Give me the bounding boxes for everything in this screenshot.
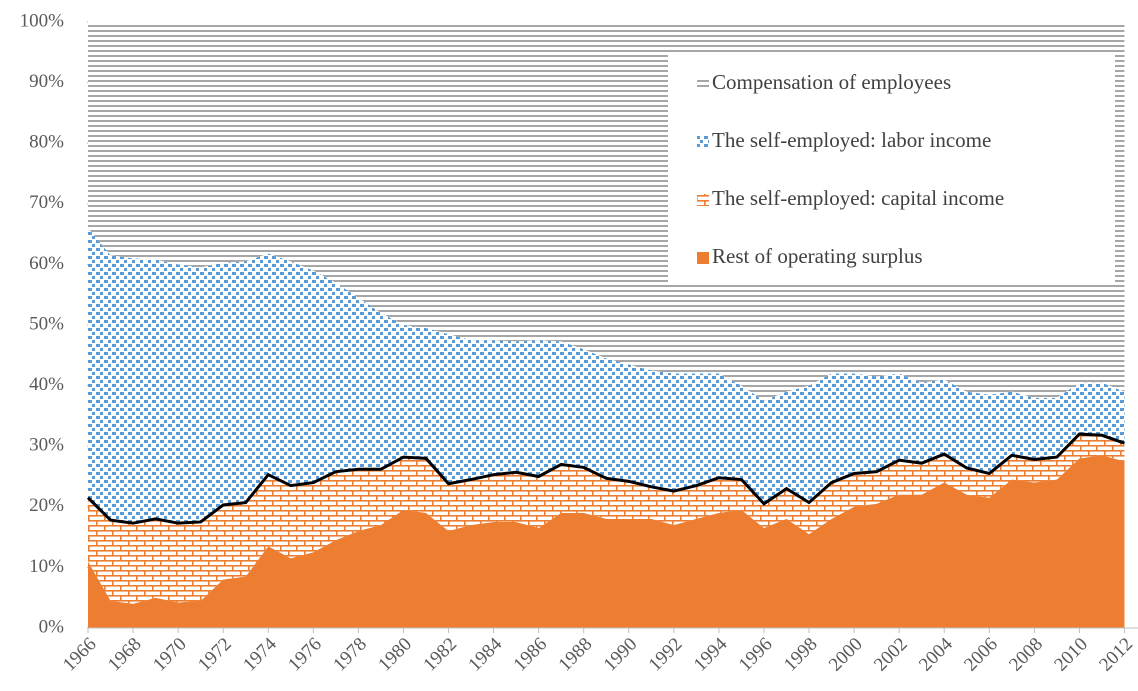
x-tick-label: 1984 [464, 633, 506, 675]
x-tick-label: 2008 [1005, 634, 1047, 676]
x-tick-label: 1998 [780, 634, 822, 676]
x-tick-label: 1974 [239, 633, 281, 675]
area [88, 228, 1125, 524]
x-tick-label: 1986 [510, 634, 552, 676]
x-tick-label: 2010 [1050, 634, 1092, 676]
legend-swatch [697, 194, 709, 206]
y-tick-label: 70% [29, 192, 64, 213]
x-tick-label: 1996 [735, 634, 777, 676]
y-tick-label: 30% [29, 435, 64, 456]
x-tick-label: 1976 [284, 634, 326, 676]
x-tick-label: 1980 [374, 634, 416, 676]
x-tick-label: 1970 [149, 634, 191, 676]
x-tick-label: 2000 [825, 634, 867, 676]
y-tick-label: 20% [29, 495, 64, 516]
legend: Compensation of employees The self-employ… [668, 55, 1115, 285]
area [88, 434, 1125, 604]
legend-label: The self-employed: capital income [712, 186, 1004, 210]
legend-swatch [697, 136, 709, 148]
y-tick-label: 90% [29, 71, 64, 92]
x-tick-label: 2012 [1095, 634, 1137, 676]
legend-swatch [697, 78, 709, 90]
y-tick-label: 40% [29, 374, 64, 395]
x-tick-label: 1968 [104, 634, 146, 676]
y-tick-label: 80% [29, 132, 64, 153]
x-tick-label: 1978 [329, 634, 371, 676]
y-tick-label: 60% [29, 253, 64, 274]
x-tick-label: 1982 [419, 634, 461, 676]
x-tick-label: 2006 [960, 634, 1002, 676]
x-tick-label: 2004 [915, 633, 957, 675]
x-tick-label: 1992 [645, 634, 687, 676]
legend-box [668, 55, 1115, 285]
x-tick-label: 1972 [194, 634, 236, 676]
y-tick-label: 100% [20, 10, 65, 31]
legend-label: Rest of operating surplus [712, 244, 923, 268]
y-tick-label: 10% [29, 556, 64, 577]
series-top-line [86, 432, 1125, 525]
x-tick-label: 1966 [59, 634, 101, 676]
area [88, 455, 1125, 628]
y-tick-label: 0% [39, 616, 65, 637]
x-tick-label: 2002 [870, 634, 912, 676]
x-tick-label: 1988 [555, 634, 597, 676]
x-tick-label: 1994 [690, 633, 732, 675]
x-tick-label: 1990 [600, 634, 642, 676]
legend-label: The self-employed: labor income [712, 128, 991, 152]
legend-label: Compensation of employees [712, 70, 951, 94]
y-tick-label: 50% [29, 313, 64, 334]
legend-swatch [697, 252, 709, 264]
